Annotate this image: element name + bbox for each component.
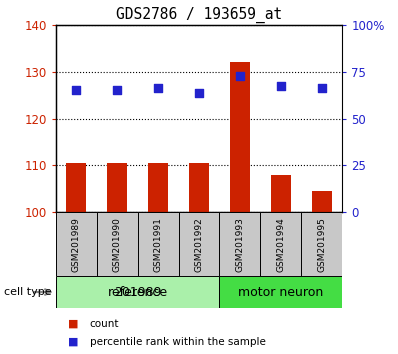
Text: GSM201994: GSM201994 [276,217,285,272]
Bar [107,163,127,212]
Bar [219,212,260,276]
Point [73,87,79,93]
Bar [312,191,332,212]
Bar [56,276,219,308]
Text: reference: reference [107,286,168,298]
Bar [138,212,179,276]
Text: GSM201993: GSM201993 [236,217,244,272]
Bar [301,212,342,276]
Point [319,85,325,91]
Bar [189,163,209,212]
Bar [260,212,301,276]
Text: GSM201990: GSM201990 [113,217,122,272]
Text: percentile rank within the sample: percentile rank within the sample [90,337,265,347]
Text: ■: ■ [68,337,78,347]
Text: ■: ■ [68,319,78,329]
Bar [230,62,250,212]
Text: GSM201992: GSM201992 [195,217,203,272]
Bar [179,212,219,276]
Text: count: count [90,319,119,329]
Title: GDS2786 / 193659_at: GDS2786 / 193659_at [116,7,282,23]
Text: 201989: 201989 [114,286,161,298]
Point [196,90,202,96]
Text: cell type: cell type [4,287,52,297]
Bar [148,163,168,212]
Point [114,87,120,93]
Text: GSM201991: GSM201991 [154,217,162,272]
Text: GSM201989: GSM201989 [72,217,81,272]
Point [237,74,243,79]
Bar [271,175,291,212]
Bar [219,276,342,308]
Text: motor neuron: motor neuron [238,286,324,298]
Bar [56,212,97,276]
Point [155,85,161,91]
Bar [97,212,138,276]
Bar [66,163,86,212]
Text: GSM201995: GSM201995 [317,217,326,272]
Point [278,83,284,88]
